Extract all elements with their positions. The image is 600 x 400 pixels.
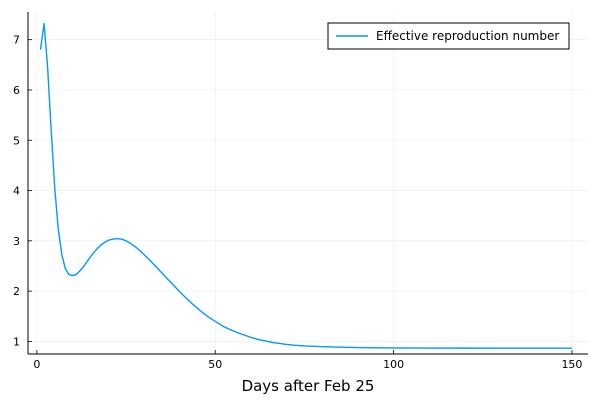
legend: Effective reproduction number <box>327 22 570 50</box>
x-axis-title: Days after Feb 25 <box>242 377 375 395</box>
y-tick-label: 7 <box>13 34 20 47</box>
x-tick-label: 0 <box>33 358 40 371</box>
axes <box>27 12 588 355</box>
legend-label: Effective reproduction number <box>376 29 559 43</box>
x-tick-label: 50 <box>208 358 222 371</box>
grid <box>28 12 588 354</box>
y-tick-label: 6 <box>13 84 20 97</box>
legend-box <box>327 22 570 50</box>
series-layer <box>39 22 572 349</box>
ticks: 0 50 100 150 1 2 3 4 5 6 7 <box>13 34 582 371</box>
y-tick-label: 5 <box>13 134 20 147</box>
y-tick-label: 2 <box>13 285 20 298</box>
x-tick-label: 150 <box>561 358 582 371</box>
y-tick-label: 4 <box>13 185 20 198</box>
y-tick-label: 3 <box>13 235 20 248</box>
x-tick-label: 100 <box>383 358 404 371</box>
series-line-0 <box>39 22 572 349</box>
y-tick-label: 1 <box>13 335 20 348</box>
